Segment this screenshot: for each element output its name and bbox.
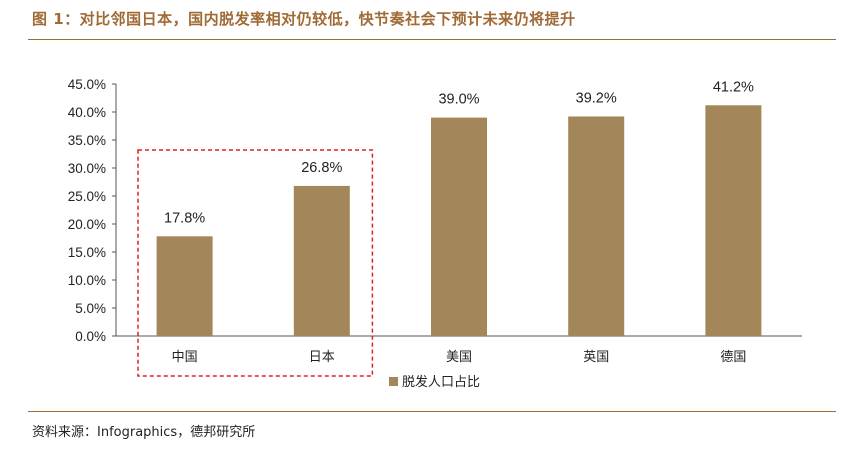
bar <box>431 117 487 336</box>
y-tick-label: 5.0% <box>75 301 106 316</box>
data-label: 17.8% <box>164 210 205 226</box>
y-tick-label: 40.0% <box>68 105 106 120</box>
bar <box>156 236 213 336</box>
bar <box>568 116 625 336</box>
figure-title: 图 1：对比邻国日本，国内脱发率相对仍较低，快节奏社会下预计未来仍将提升 <box>32 10 576 28</box>
y-tick-label: 35.0% <box>68 133 106 148</box>
y-tick-label: 0.0% <box>75 329 106 344</box>
data-label: 39.2% <box>576 90 617 106</box>
category-label: 中国 <box>172 350 198 365</box>
highlight-box <box>137 149 374 377</box>
y-tick-label: 30.0% <box>68 161 106 176</box>
data-label: 41.2% <box>713 79 754 95</box>
source-note: 资料来源：Infographics，德邦研究所 <box>32 425 256 440</box>
title-rule <box>28 39 836 40</box>
bar-chart: 0.0% 5.0% 10.0% 15.0% 20.0% 25.0% 30.0% 35.0% 40… <box>68 77 802 390</box>
bar <box>293 185 350 336</box>
category-label: 日本 <box>309 350 335 365</box>
y-tick-label: 15.0% <box>68 245 106 260</box>
bar <box>705 105 762 336</box>
source-rule <box>28 411 836 412</box>
legend-swatch <box>389 377 398 386</box>
y-tick-label: 45.0% <box>68 77 106 92</box>
category-label: 美国 <box>446 350 472 365</box>
y-tick-label: 10.0% <box>68 273 106 288</box>
data-label: 26.8% <box>301 160 342 176</box>
legend-label: 脱发人口占比 <box>402 374 480 390</box>
y-tick-label: 20.0% <box>68 217 106 232</box>
category-label: 德国 <box>720 350 746 365</box>
category-label: 英国 <box>583 350 609 365</box>
data-label: 39.0% <box>438 92 479 108</box>
y-tick-label: 25.0% <box>68 189 106 204</box>
